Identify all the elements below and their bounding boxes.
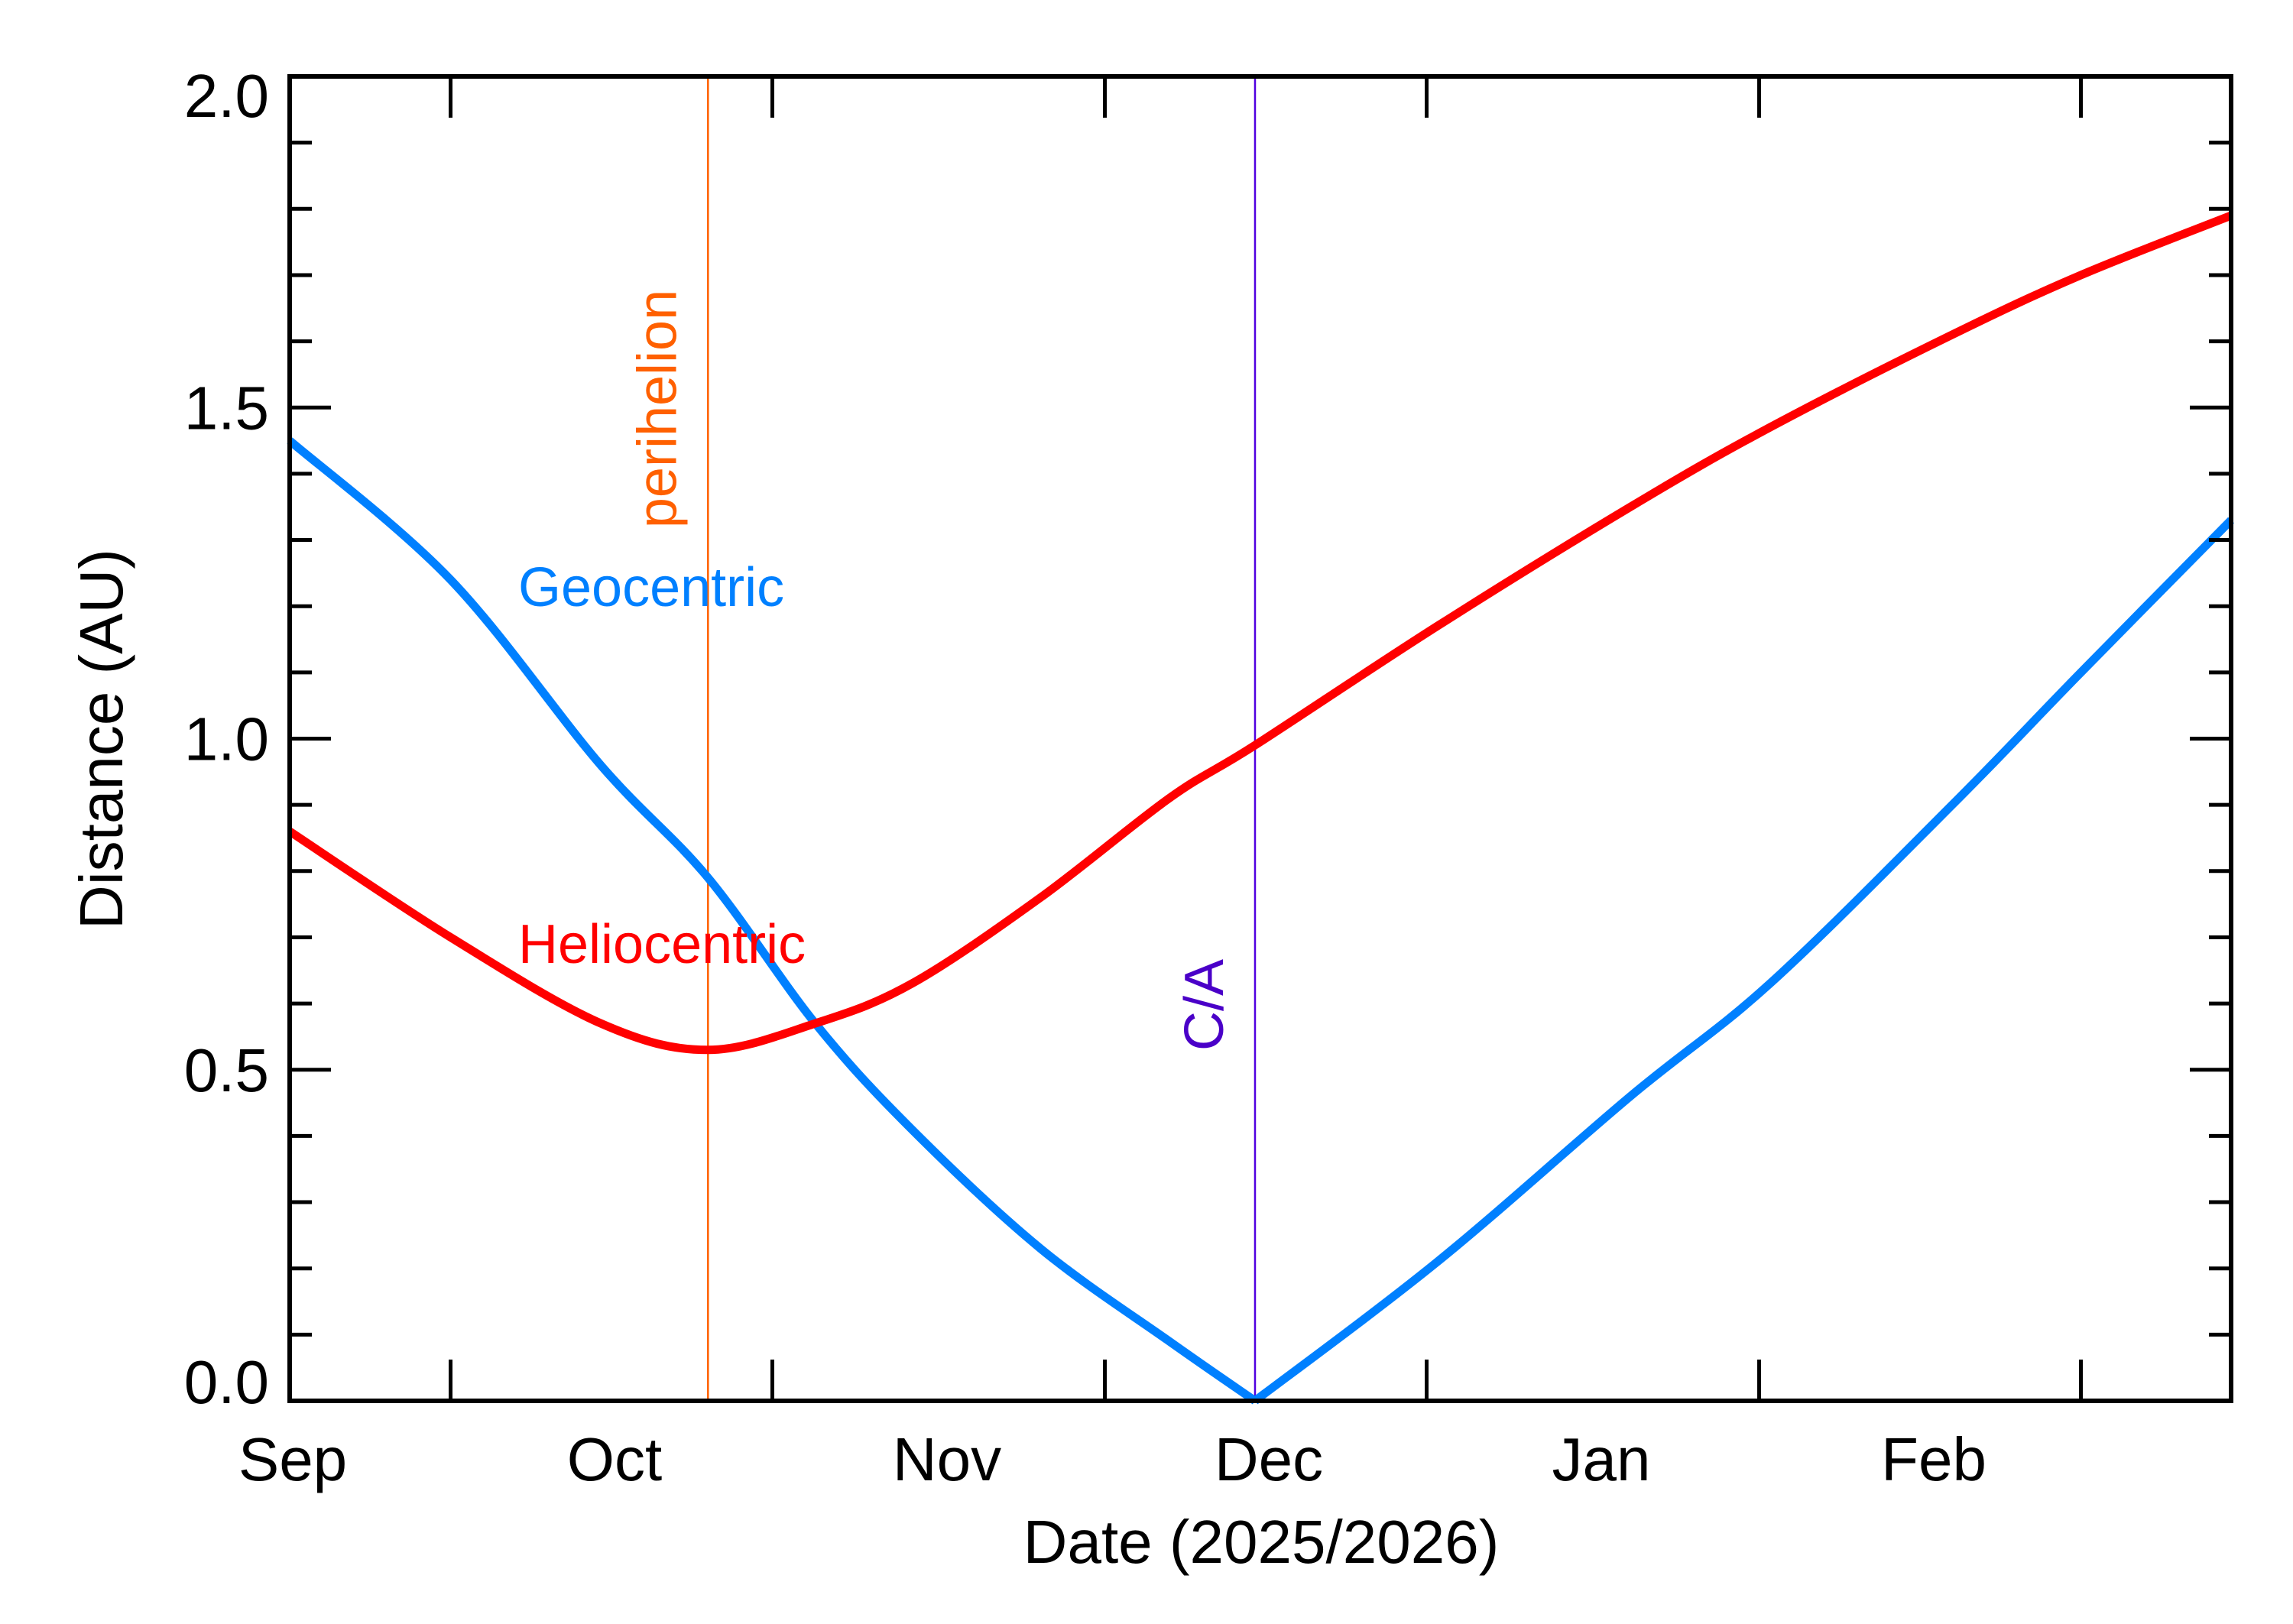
perihelion-label: perihelion: [627, 290, 688, 528]
y-axis-title: Distance (AU): [67, 549, 135, 929]
geocentric-distance-line: [287, 437, 2234, 1405]
heliocentric-distance-line: [287, 211, 2233, 1055]
y-tick-label: 1.0: [184, 705, 269, 773]
x-tick-label: Nov: [893, 1425, 1001, 1493]
x-axis-title: Date (2025/2026): [1023, 1508, 1500, 1576]
geocentric-series-label: Geocentric: [518, 557, 784, 618]
y-tick-label: 1.5: [184, 374, 269, 442]
heliocentric-series-label: Heliocentric: [518, 914, 806, 975]
x-tick-label: Oct: [567, 1425, 662, 1493]
closest-approach-label: C/A: [1174, 959, 1235, 1051]
y-tick-label: 0.5: [184, 1036, 269, 1104]
y-tick-label: 0.0: [184, 1348, 269, 1416]
x-tick-label: Dec: [1215, 1425, 1323, 1493]
x-tick-label: Sep: [238, 1425, 347, 1493]
x-tick-label: Jan: [1552, 1425, 1651, 1493]
x-tick-label: Feb: [1881, 1425, 1987, 1493]
y-tick-label: 2.0: [184, 62, 269, 130]
